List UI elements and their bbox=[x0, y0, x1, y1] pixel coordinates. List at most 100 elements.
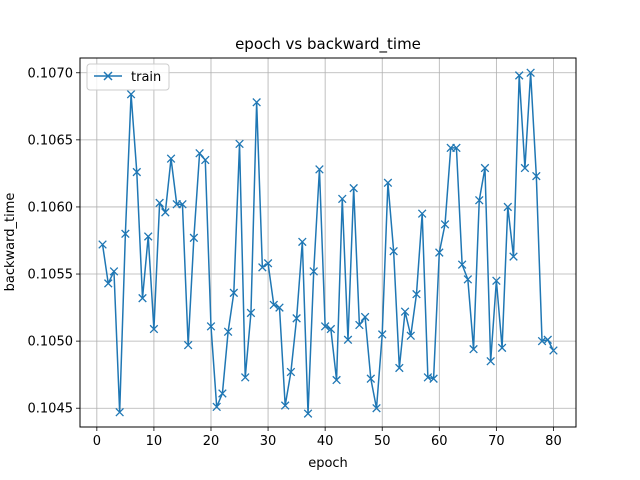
data-point-marker bbox=[366, 374, 376, 383]
data-point-marker bbox=[126, 89, 136, 99]
data-point-marker bbox=[440, 220, 450, 229]
data-point-marker bbox=[543, 335, 553, 345]
x-tick-label: 10 bbox=[146, 434, 163, 449]
data-point-marker bbox=[520, 163, 530, 173]
data-point-marker bbox=[240, 373, 250, 382]
data-point-marker bbox=[132, 167, 142, 177]
legend-box bbox=[86, 63, 170, 91]
data-point-marker bbox=[435, 248, 444, 257]
data-point-marker bbox=[492, 276, 501, 286]
data-point-marker bbox=[343, 335, 353, 345]
y-tick-label: 0.1055 bbox=[28, 268, 74, 283]
data-point-marker bbox=[355, 320, 364, 330]
y-tick-label: 0.1045 bbox=[28, 402, 74, 417]
data-point-marker bbox=[549, 346, 558, 355]
data-point-marker bbox=[161, 208, 170, 217]
data-point-marker bbox=[315, 165, 324, 174]
data-point-marker bbox=[372, 403, 381, 413]
data-point-marker bbox=[258, 263, 267, 272]
x-tick-label: 0 bbox=[93, 434, 101, 449]
data-point-marker bbox=[115, 407, 124, 417]
grid bbox=[80, 58, 576, 427]
data-point-marker bbox=[303, 409, 313, 418]
data-point-marker bbox=[223, 327, 233, 336]
x-tick-label: 70 bbox=[488, 434, 505, 449]
data-point-marker bbox=[195, 149, 204, 158]
data-point-marker bbox=[229, 288, 239, 298]
x-tick-label: 50 bbox=[374, 434, 391, 449]
data-point-marker bbox=[452, 143, 461, 153]
data-point-marker bbox=[121, 229, 130, 239]
x-tick-label: 30 bbox=[260, 434, 277, 449]
legend-label-train: train bbox=[131, 70, 161, 85]
data-point-marker bbox=[178, 199, 187, 209]
series-layer bbox=[98, 68, 558, 418]
data-point-marker bbox=[155, 198, 164, 208]
data-point-marker bbox=[469, 344, 478, 354]
data-point-marker bbox=[457, 260, 467, 269]
data-point-marker bbox=[320, 322, 330, 331]
x-tick-label: 60 bbox=[431, 434, 448, 449]
data-point-marker bbox=[246, 308, 256, 318]
data-point-marker bbox=[143, 232, 153, 241]
x-tick-label: 80 bbox=[545, 434, 562, 449]
data-point-marker bbox=[286, 367, 296, 377]
data-point-marker bbox=[206, 322, 216, 331]
data-point-marker bbox=[212, 402, 221, 412]
series-line-train bbox=[101, 72, 555, 415]
data-point-marker bbox=[503, 202, 513, 212]
data-point-marker bbox=[338, 194, 347, 204]
data-point-marker bbox=[480, 163, 490, 173]
data-point-marker bbox=[149, 324, 159, 334]
data-point-marker bbox=[429, 374, 438, 383]
data-point-marker bbox=[275, 303, 284, 312]
y-tick-label: 0.1060 bbox=[28, 200, 74, 215]
y-axis-label: backward_time bbox=[3, 193, 18, 292]
plot-frame bbox=[79, 57, 577, 428]
data-point-marker bbox=[263, 259, 273, 268]
x-tick-label: 40 bbox=[317, 434, 334, 449]
y-tick-label: 0.1070 bbox=[28, 66, 74, 81]
data-point-marker bbox=[406, 331, 416, 341]
data-point-marker bbox=[269, 300, 279, 310]
data-point-marker bbox=[103, 279, 113, 288]
data-point-marker bbox=[389, 246, 398, 256]
data-point-marker bbox=[189, 233, 199, 243]
data-point-marker bbox=[412, 289, 421, 299]
y-tick-label: 0.1065 bbox=[28, 133, 74, 148]
data-point-marker bbox=[526, 68, 535, 78]
data-point-marker bbox=[514, 71, 524, 80]
x-tick-label: 20 bbox=[203, 434, 220, 449]
legend: train bbox=[86, 63, 170, 91]
data-point-marker bbox=[138, 293, 147, 303]
data-point-marker bbox=[497, 343, 507, 353]
chart-title: epoch vs backward_time bbox=[235, 35, 421, 54]
data-point-marker bbox=[98, 240, 107, 249]
data-point-marker bbox=[395, 363, 404, 373]
x-axis-label: epoch bbox=[308, 456, 348, 471]
data-point-marker bbox=[218, 389, 227, 398]
data-point-marker bbox=[383, 178, 393, 188]
data-point-marker bbox=[326, 324, 336, 334]
data-point-marker bbox=[298, 237, 307, 247]
data-point-marker bbox=[252, 98, 261, 107]
y-axis-ticks: 0.1045 0.1050 0.1055 0.1060 0.1065 0.1070 bbox=[28, 66, 80, 417]
data-point-marker bbox=[377, 330, 387, 339]
data-point-marker bbox=[532, 171, 541, 181]
x-axis-ticks: 0 10 20 30 40 50 60 70 80 bbox=[93, 427, 562, 449]
data-point-marker bbox=[183, 340, 193, 350]
data-point-marker bbox=[474, 195, 484, 205]
data-point-marker bbox=[280, 401, 290, 410]
data-point-marker bbox=[109, 267, 119, 276]
legend-marker bbox=[103, 71, 113, 81]
data-point-marker bbox=[400, 307, 410, 316]
plot-area bbox=[80, 58, 576, 427]
data-point-marker bbox=[292, 314, 301, 323]
data-point-marker bbox=[509, 252, 518, 261]
data-point-marker bbox=[349, 183, 358, 193]
data-point-marker bbox=[235, 139, 244, 149]
data-point-marker bbox=[360, 312, 370, 322]
data-point-marker bbox=[201, 155, 210, 165]
data-point-marker bbox=[463, 275, 473, 284]
